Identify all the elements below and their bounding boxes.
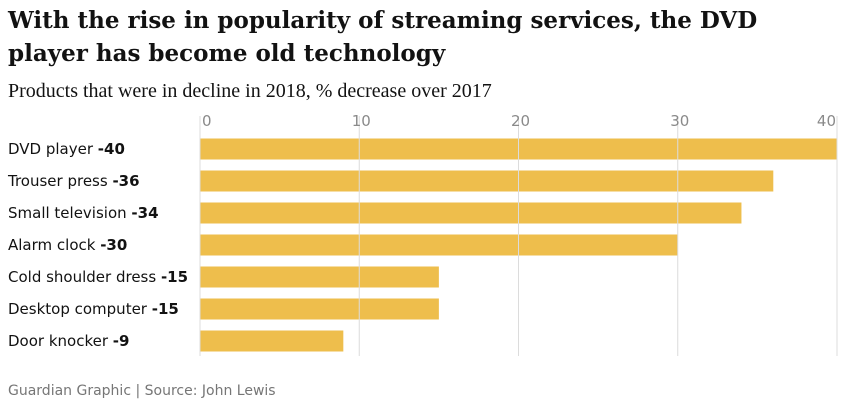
bar [200, 330, 344, 352]
category-label: DVD player -40 [8, 140, 125, 158]
bar [200, 202, 742, 224]
category-label: Trouser press -36 [7, 172, 140, 190]
category-name: Door knocker [8, 332, 113, 350]
bar [200, 298, 439, 320]
x-tick-label: 20 [511, 112, 530, 130]
category-value-label: -34 [131, 204, 158, 222]
bar [200, 266, 439, 288]
bar [200, 170, 774, 192]
x-tick-label: 40 [817, 112, 836, 130]
category-label: Small television -34 [8, 204, 159, 222]
x-tick-label: 0 [202, 112, 212, 130]
category-value-label: -40 [98, 140, 125, 158]
source-credit: Guardian Graphic | Source: John Lewis [8, 383, 276, 399]
category-name: Desktop computer [8, 300, 152, 318]
category-value-label: -15 [152, 300, 179, 318]
x-tick-label: 10 [352, 112, 371, 130]
category-label: Door knocker -9 [8, 332, 129, 350]
category-name: DVD player [8, 140, 98, 158]
category-label: Cold shoulder dress -15 [8, 268, 188, 286]
bar [200, 234, 678, 256]
category-value-label: -15 [161, 268, 188, 286]
category-name: Small television [8, 204, 131, 222]
category-name: Trouser press [7, 172, 112, 190]
category-value-label: -36 [112, 172, 139, 190]
category-name: Alarm clock [8, 236, 100, 254]
chart-title: With the rise in popularity of streaming… [8, 7, 758, 67]
category-label: Desktop computer -15 [8, 300, 179, 318]
chart-subtitle: Products that were in decline in 2018, %… [8, 80, 492, 102]
category-name: Cold shoulder dress [8, 268, 161, 286]
category-value-label: -9 [113, 332, 130, 350]
x-tick-label: 30 [670, 112, 689, 130]
category-label: Alarm clock -30 [8, 236, 127, 254]
category-value-label: -30 [100, 236, 127, 254]
